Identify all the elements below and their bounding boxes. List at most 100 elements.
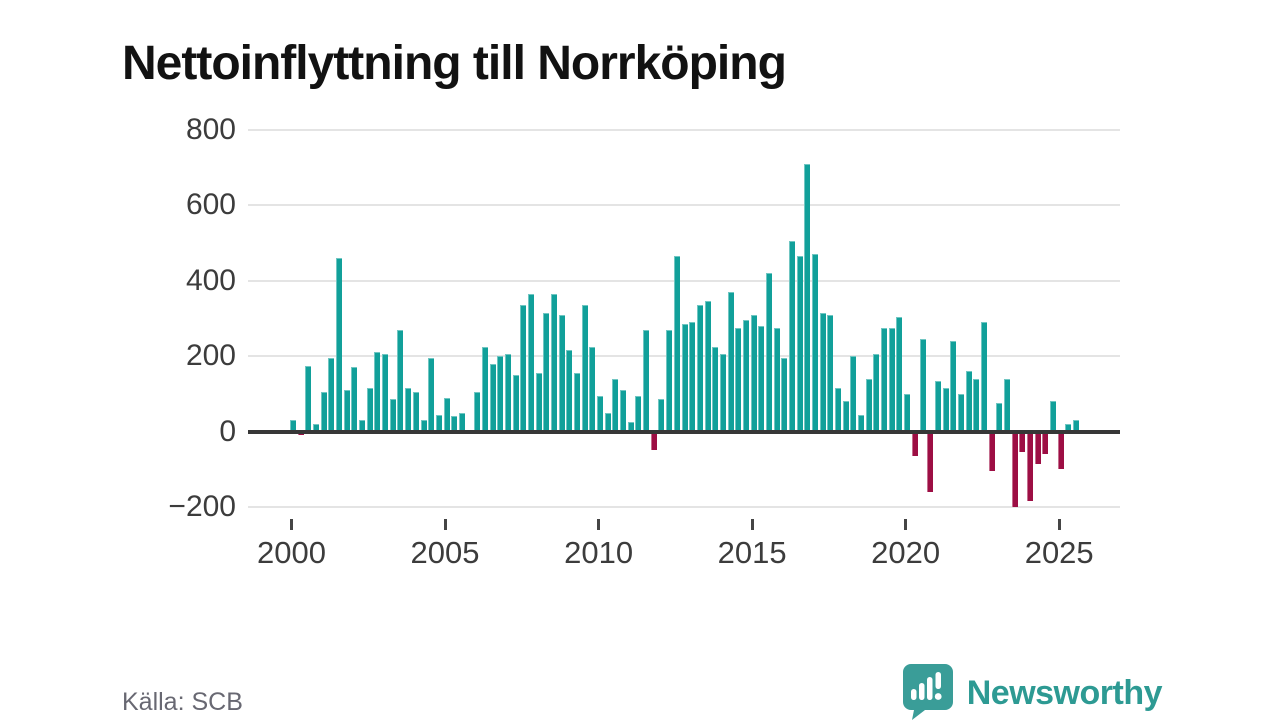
x-axis-tick-mark [750, 519, 754, 530]
bar [589, 346, 595, 433]
bar [536, 373, 542, 433]
bar [505, 354, 511, 433]
bar [405, 388, 411, 433]
bar [313, 424, 319, 433]
bar [543, 312, 549, 433]
chart-title: Nettoinflyttning till Norrköping [122, 37, 787, 91]
x-axis-tick-mark [443, 519, 447, 530]
bar [367, 388, 373, 433]
bar [513, 374, 519, 433]
bar [943, 388, 949, 433]
y-axis-tick-label: 0 [219, 414, 236, 448]
bar [712, 346, 718, 433]
bar [490, 363, 496, 433]
x-axis-tick-mark [597, 519, 601, 530]
bar [497, 356, 503, 433]
bar [774, 327, 780, 433]
bar [390, 399, 396, 433]
bar [421, 420, 427, 433]
bar [781, 358, 787, 433]
bar [351, 367, 357, 433]
bar [666, 329, 672, 433]
bar [1012, 430, 1018, 507]
bar [482, 346, 488, 433]
bar [797, 256, 803, 433]
x-axis-tick-label: 2000 [257, 535, 326, 570]
bar [912, 430, 918, 456]
bar [866, 378, 872, 433]
bar [413, 391, 419, 433]
bar [858, 414, 864, 433]
bar [766, 273, 772, 433]
gridline [248, 279, 1120, 282]
bar [904, 393, 910, 433]
bar [835, 388, 841, 433]
bar [920, 339, 926, 433]
bar [1058, 430, 1064, 470]
gridline [248, 505, 1120, 508]
bar [881, 327, 887, 433]
bar [474, 391, 480, 433]
bar [374, 352, 380, 433]
bar [658, 399, 664, 433]
bar [682, 324, 688, 433]
bar [1035, 430, 1041, 464]
bar [896, 316, 902, 433]
bar [321, 391, 327, 433]
bar [328, 358, 334, 433]
bar [950, 341, 956, 433]
bar [344, 390, 350, 433]
bar [566, 350, 572, 433]
gridline [248, 204, 1120, 207]
bar [459, 412, 465, 433]
bar [290, 420, 296, 433]
bar [1042, 430, 1048, 455]
bar [873, 354, 879, 433]
bar [735, 327, 741, 433]
source-note: Källa: SCB [122, 688, 243, 716]
bar [935, 380, 941, 433]
bar [436, 414, 442, 433]
bar [520, 305, 526, 433]
bar [551, 293, 557, 433]
bar [966, 371, 972, 433]
bar [674, 256, 680, 433]
bar [1065, 424, 1071, 433]
x-axis-tick-mark [904, 519, 908, 530]
bar [1027, 430, 1033, 502]
bar [958, 393, 964, 433]
bar [743, 320, 749, 433]
bar [789, 241, 795, 433]
bar [758, 325, 764, 433]
bar [728, 292, 734, 433]
bar [889, 327, 895, 433]
brand-logo: Newsworthy [899, 662, 1163, 720]
bar [996, 403, 1002, 433]
bar [1050, 401, 1056, 433]
bar [1073, 420, 1079, 433]
newsworthy-speech-bubble-bar-chart-icon [899, 662, 955, 720]
bar [651, 430, 657, 451]
bar [812, 254, 818, 433]
bar [843, 401, 849, 433]
y-axis-tick-label: 400 [185, 263, 236, 297]
bar [705, 301, 711, 433]
y-axis-tick-label: 200 [185, 339, 236, 373]
x-axis-tick-label: 2010 [564, 535, 634, 570]
bar [628, 422, 634, 433]
bar [820, 312, 826, 433]
bar [1004, 378, 1010, 433]
brand-wordmark: Newsworthy [966, 674, 1163, 712]
bar [804, 163, 810, 433]
bar [620, 390, 626, 433]
bar [612, 378, 618, 433]
bar [451, 416, 457, 433]
bar [597, 395, 603, 433]
zero-axis-line [248, 429, 1120, 434]
bar [689, 322, 695, 433]
bar [574, 373, 580, 433]
x-axis-tick-label: 2025 [1024, 535, 1094, 570]
bar [1019, 430, 1025, 453]
bar [444, 397, 450, 433]
